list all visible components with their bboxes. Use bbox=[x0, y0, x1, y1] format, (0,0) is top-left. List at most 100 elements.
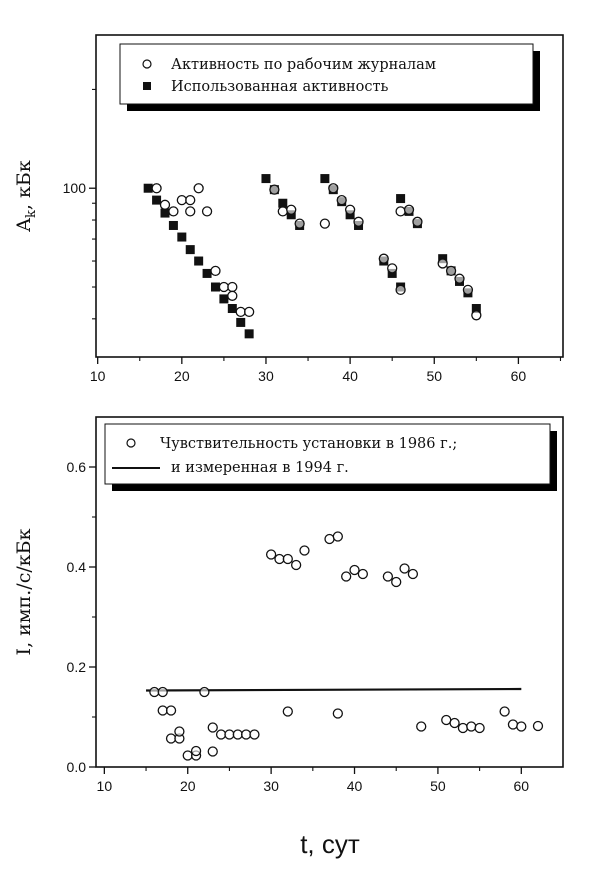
data-point-circle bbox=[249, 729, 260, 740]
data-point-circle bbox=[218, 281, 230, 293]
data-point-circle bbox=[437, 258, 448, 269]
data-point-circle bbox=[454, 273, 465, 284]
data-point-circle bbox=[185, 194, 196, 206]
data-point-circle bbox=[299, 545, 310, 556]
data-point-square bbox=[152, 195, 162, 205]
data-point-circle bbox=[344, 204, 356, 215]
data-point-circle bbox=[516, 721, 527, 732]
data-point-circle bbox=[240, 729, 252, 740]
data-point-circle bbox=[449, 717, 460, 729]
data-point-circle bbox=[269, 184, 280, 195]
y-axis-title: I, имп./с/кБк bbox=[13, 528, 35, 655]
data-point-square bbox=[160, 208, 170, 218]
x-tick-label: 60 bbox=[514, 778, 530, 794]
data-point-circle bbox=[215, 729, 227, 740]
data-marks bbox=[146, 531, 544, 761]
legend-circle-icon bbox=[126, 438, 136, 448]
data-point-circle bbox=[277, 206, 288, 217]
data-point-circle bbox=[445, 265, 457, 277]
data-point-circle bbox=[201, 206, 213, 217]
x-tick-label: 60 bbox=[511, 368, 527, 384]
data-point-circle bbox=[227, 281, 238, 293]
data-point-circle bbox=[471, 310, 482, 321]
data-point-circle bbox=[336, 194, 347, 206]
x-tick-label: 10 bbox=[97, 778, 113, 794]
x-tick-label: 50 bbox=[426, 368, 442, 384]
plot-frame bbox=[95, 34, 564, 358]
legend-label: Использованная активность bbox=[171, 79, 389, 95]
data-point-square bbox=[194, 256, 204, 266]
data-point-circle bbox=[357, 568, 369, 580]
data-point-circle bbox=[199, 686, 210, 698]
sensitivity-panel: 10 20 30 40 50 60 0.0 0.2 0.4 0.6 Чувствительност… bbox=[13, 416, 564, 859]
data-point-circle bbox=[499, 706, 510, 717]
data-point-circle bbox=[332, 708, 343, 719]
axis-ticks: 10 20 30 40 50 60 100 bbox=[63, 88, 562, 384]
data-point-circle bbox=[282, 553, 293, 565]
y-tick-label: 0.4 bbox=[67, 559, 87, 575]
data-point-circle bbox=[207, 746, 218, 757]
legend-label: и измеренная в 1994 г. bbox=[171, 460, 349, 476]
data-point-square bbox=[261, 174, 271, 184]
legend-label: Чувствительность установки в 1986 г.; bbox=[160, 436, 457, 452]
data-point-circle bbox=[457, 722, 469, 734]
data-point-circle bbox=[399, 563, 410, 574]
data-point-circle bbox=[165, 705, 177, 716]
plot-frame bbox=[95, 416, 564, 768]
data-point-square bbox=[278, 198, 288, 208]
data-point-circle bbox=[159, 199, 171, 210]
x-tick-label: 20 bbox=[180, 778, 196, 794]
data-point-circle bbox=[182, 750, 193, 761]
data-point-circle bbox=[290, 559, 302, 571]
x-tick-label: 20 bbox=[174, 368, 190, 384]
x-tick-label: 40 bbox=[342, 368, 358, 384]
y-tick-label: 100 bbox=[63, 180, 87, 196]
data-point-circle bbox=[210, 265, 221, 277]
data-point-circle bbox=[207, 722, 218, 733]
data-point-circle bbox=[341, 571, 352, 582]
data-point-circle bbox=[193, 183, 204, 194]
data-point-square bbox=[320, 174, 330, 184]
data-point-circle bbox=[416, 721, 427, 732]
data-point-square bbox=[202, 268, 212, 278]
data-point-square bbox=[185, 245, 195, 255]
data-point-circle bbox=[462, 284, 474, 296]
data-point-circle bbox=[466, 721, 477, 732]
data-point-square bbox=[219, 294, 229, 304]
data-point-circle bbox=[474, 722, 485, 734]
legend-box bbox=[104, 423, 551, 485]
data-point-square bbox=[227, 304, 237, 314]
data-point-circle bbox=[353, 216, 364, 227]
data-point-circle bbox=[395, 284, 406, 296]
data-point-circle bbox=[403, 204, 415, 215]
x-tick-label: 30 bbox=[258, 368, 274, 384]
data-point-circle bbox=[391, 576, 402, 588]
data-point-square bbox=[168, 220, 178, 230]
data-point-circle bbox=[319, 218, 331, 229]
legend: Чувствительность установки в 1986 г.; и … bbox=[104, 423, 557, 491]
legend-circle-icon bbox=[142, 59, 152, 69]
data-point-circle bbox=[387, 263, 398, 274]
data-point-square bbox=[143, 183, 153, 193]
legend-box bbox=[119, 43, 534, 105]
data-point-circle bbox=[412, 216, 423, 227]
data-point-square bbox=[177, 232, 187, 242]
legend-label: Активность по рабочим журналам bbox=[171, 57, 436, 73]
data-point-circle bbox=[227, 290, 238, 301]
legend: Активность по рабочим журналам Использов… bbox=[119, 43, 540, 111]
data-point-square bbox=[244, 329, 254, 339]
data-point-circle bbox=[149, 686, 160, 698]
activity-panel: 10 20 30 40 50 60 100 Активность по рабочим жу… bbox=[13, 34, 564, 384]
y-axis-title: Ak, кБк bbox=[13, 160, 39, 233]
data-point-circle bbox=[378, 253, 389, 264]
data-marks bbox=[143, 174, 482, 339]
x-tick-label: 40 bbox=[347, 778, 363, 794]
data-point-circle bbox=[286, 204, 297, 215]
y-tick-label: 0.2 bbox=[67, 659, 87, 675]
legend-square-icon bbox=[143, 82, 151, 90]
data-point-circle bbox=[274, 553, 285, 565]
data-point-circle bbox=[165, 733, 177, 744]
x-tick-label: 50 bbox=[430, 778, 446, 794]
y-tick-label: 0.0 bbox=[67, 759, 87, 775]
